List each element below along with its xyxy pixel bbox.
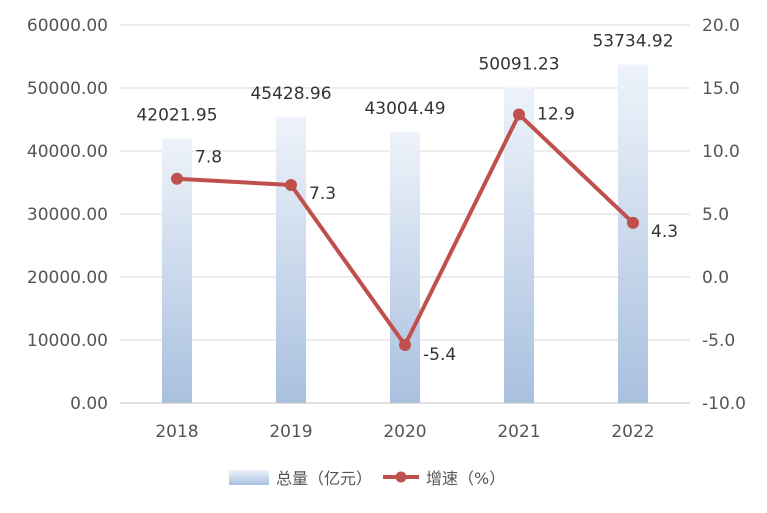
x-tick-label: 2018 — [155, 422, 198, 442]
x-tick-label: 2020 — [383, 422, 426, 442]
y-left-tick-label: 10000.00 — [27, 331, 108, 351]
growth-value-label-2020: -5.4 — [423, 345, 456, 365]
y-left-tick-label: 60000.00 — [27, 16, 108, 36]
legend-line-marker — [395, 471, 407, 483]
growth-point-2020 — [399, 339, 411, 352]
growth-line — [171, 108, 639, 352]
bar-2021 — [504, 87, 534, 404]
bar-value-label-2022: 53734.92 — [592, 31, 673, 51]
growth-value-label-2022: 4.3 — [651, 222, 678, 242]
bar-2022 — [618, 64, 648, 403]
growth-point-2021 — [513, 108, 525, 121]
x-tick-label: 2022 — [611, 422, 654, 442]
x-tick-label: 2021 — [497, 422, 540, 442]
y-right-tick-label: 10.0 — [702, 142, 740, 162]
y-right-tick-label: 5.0 — [702, 205, 729, 225]
axes: 0.00 10000.00 20000.00 30000.00 40000.00 5000… — [27, 16, 746, 442]
bar-value-label-2019: 45428.96 — [250, 84, 331, 104]
legend-bar-label: 总量（亿元） — [276, 469, 372, 488]
legend-bar-swatch — [229, 470, 269, 485]
bar-2020 — [390, 132, 420, 403]
bar-value-label-2018: 42021.95 — [136, 105, 217, 125]
legend: 总量（亿元） 增速（%） — [229, 469, 505, 488]
growth-point-2018 — [171, 172, 183, 185]
y-left-tick-label: 40000.00 — [27, 142, 108, 162]
y-right-tick-label: 20.0 — [702, 16, 740, 36]
bar-value-label-2021: 50091.23 — [478, 54, 559, 74]
growth-value-label-2019: 7.3 — [309, 184, 336, 204]
growth-value-label-2021: 12.9 — [537, 104, 575, 124]
x-tick-label: 2019 — [269, 422, 312, 442]
growth-value-label-2018: 7.8 — [195, 148, 222, 168]
bars — [162, 64, 648, 404]
y-right-tick-label: -5.0 — [702, 331, 735, 351]
legend-line-label: 增速（%） — [426, 469, 505, 488]
growth-point-2019 — [285, 179, 297, 192]
y-right-tick-label: -10.0 — [702, 394, 746, 414]
y-left-tick-label: 30000.00 — [27, 205, 108, 225]
y-left-tick-label: 20000.00 — [27, 268, 108, 288]
y-right-tick-label: 0.0 — [702, 268, 729, 288]
y-left-tick-label: 0.00 — [70, 394, 108, 414]
data-labels: 42021.95 45428.96 43004.49 50091.23 53734.92… — [136, 31, 678, 365]
bar-value-label-2020: 43004.49 — [364, 99, 445, 119]
bar-2019 — [276, 116, 306, 404]
growth-point-2022 — [627, 216, 639, 229]
y-right-tick-label: 15.0 — [702, 79, 740, 99]
y-left-tick-label: 50000.00 — [27, 79, 108, 99]
